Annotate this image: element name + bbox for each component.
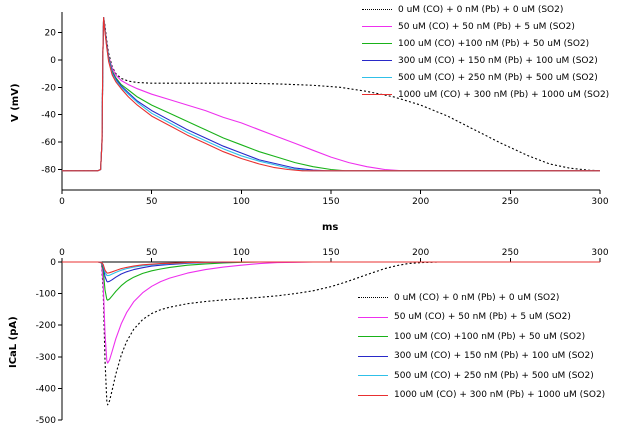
x-tick-label: 300: [591, 248, 608, 258]
x-tick-label: 250: [502, 197, 519, 207]
x-tick-label: 50: [146, 197, 158, 207]
legend-line-swatch: [362, 26, 392, 27]
legend-entry: 50 uM (CO) + 50 nM (Pb) + 5 uM (SO2): [362, 18, 609, 35]
x-tick-label: 100: [233, 248, 250, 258]
legend-line-swatch: [358, 355, 388, 357]
legend-line-swatch: [362, 43, 392, 44]
legend-label: 1000 uM (CO) + 300 nM (Pb) + 1000 uM (SO…: [394, 390, 606, 401]
y-tick-label: 0: [50, 56, 56, 66]
legend-entry: 300 uM (CO) + 150 nM (Pb) + 100 uM (SO2): [362, 52, 609, 69]
legend-entry: 1000 uM (CO) + 300 nM (Pb) + 1000 uM (SO…: [362, 86, 609, 103]
legend-entry: 300 uM (CO) + 150 nM (Pb) + 100 uM (SO2): [358, 347, 605, 367]
legend-line-swatch: [362, 60, 392, 61]
y-tick-label: -200: [36, 321, 57, 331]
legend-entry: 500 uM (CO) + 250 nM (Pb) + 500 uM (SO2): [362, 69, 609, 86]
legend-entry: 0 uM (CO) + 0 nM (Pb) + 0 uM (SO2): [362, 1, 609, 18]
y-tick-label: -500: [36, 416, 57, 426]
x-tick-label: 250: [502, 248, 519, 258]
legend-line-swatch: [358, 394, 388, 396]
legend-label: 0 uM (CO) + 0 nM (Pb) + 0 uM (SO2): [398, 4, 564, 15]
y-tick-label: -400: [36, 384, 57, 394]
legend-line-swatch: [362, 94, 392, 95]
legend-label: 500 uM (CO) + 250 nM (Pb) + 500 uM (SO2): [394, 370, 594, 381]
legend-line-swatch: [358, 336, 388, 338]
legend-label: 100 uM (CO) +100 nM (Pb) + 50 uM (SO2): [398, 38, 590, 49]
series-line: [62, 261, 600, 364]
x-tick-label: 0: [59, 197, 65, 207]
legend-entry: 1000 uM (CO) + 300 nM (Pb) + 1000 uM (SO…: [358, 386, 605, 406]
legend-entry: 50 uM (CO) + 50 nM (Pb) + 5 uM (SO2): [358, 308, 605, 328]
x-tick-label: 200: [412, 197, 429, 207]
x-tick-label: 150: [322, 197, 339, 207]
legend-label: 300 uM (CO) + 150 nM (Pb) + 100 uM (SO2): [398, 55, 598, 66]
legend-entry: 0 uM (CO) + 0 nM (Pb) + 0 uM (SO2): [358, 288, 605, 308]
legend-line-swatch: [358, 316, 388, 318]
legend-line-swatch: [358, 297, 388, 299]
legend-line-swatch: [362, 77, 392, 78]
x-tick-label: 0: [59, 248, 65, 258]
y-tick-label: -300: [36, 353, 57, 363]
legend-label: 50 uM (CO) + 50 nM (Pb) + 5 uM (SO2): [398, 21, 575, 32]
y-tick-label: -80: [41, 165, 56, 175]
x-tick-label: 150: [322, 248, 339, 258]
x-tick-label: 100: [233, 197, 250, 207]
ap-y-axis-label: V (mV): [10, 83, 21, 122]
legend-entry: 100 uM (CO) +100 nM (Pb) + 50 uM (SO2): [362, 35, 609, 52]
ap-legend: 0 uM (CO) + 0 nM (Pb) + 0 uM (SO2) 50 uM …: [362, 1, 609, 103]
series-line: [62, 261, 600, 274]
legend-line-swatch: [358, 375, 388, 377]
legend-label: 50 uM (CO) + 50 nM (Pb) + 5 uM (SO2): [394, 312, 571, 323]
y-tick-label: -40: [41, 111, 56, 121]
ical-legend: 0 uM (CO) + 0 nM (Pb) + 0 uM (SO2) 50 uM …: [358, 288, 605, 405]
ical-y-axis-label: ICaL (pA): [8, 316, 19, 368]
legend-entry: 100 uM (CO) +100 nM (Pb) + 50 uM (SO2): [358, 327, 605, 347]
legend-entry: 500 uM (CO) + 250 nM (Pb) + 500 uM (SO2): [358, 366, 605, 386]
ical-current-chart: 0 50 100 150 200 250 300 0 -100 -200 -300 -400 -500: [36, 248, 609, 426]
y-tick-label: 20: [45, 29, 57, 39]
y-tick-label: -20: [41, 83, 56, 93]
legend-label: 100 uM (CO) +100 nM (Pb) + 50 uM (SO2): [394, 331, 586, 342]
y-tick-label: 0: [50, 258, 56, 268]
ms-x-axis-label: ms: [322, 222, 339, 233]
legend-label: 1000 uM (CO) + 300 nM (Pb) + 1000 uM (SO…: [398, 89, 610, 100]
x-tick-label: 50: [146, 248, 158, 258]
legend-label: 0 uM (CO) + 0 nM (Pb) + 0 uM (SO2): [394, 292, 560, 303]
legend-label: 500 uM (CO) + 250 nM (Pb) + 500 uM (SO2): [398, 72, 598, 83]
x-tick-label: 300: [591, 197, 608, 207]
x-tick-label: 200: [412, 248, 429, 258]
y-tick-label: -100: [36, 290, 57, 300]
y-tick-label: -60: [41, 138, 56, 148]
legend-line-swatch: [362, 9, 392, 10]
series-line: [62, 261, 600, 406]
legend-label: 300 uM (CO) + 150 nM (Pb) + 100 uM (SO2): [394, 351, 594, 362]
series-line: [62, 16, 600, 172]
